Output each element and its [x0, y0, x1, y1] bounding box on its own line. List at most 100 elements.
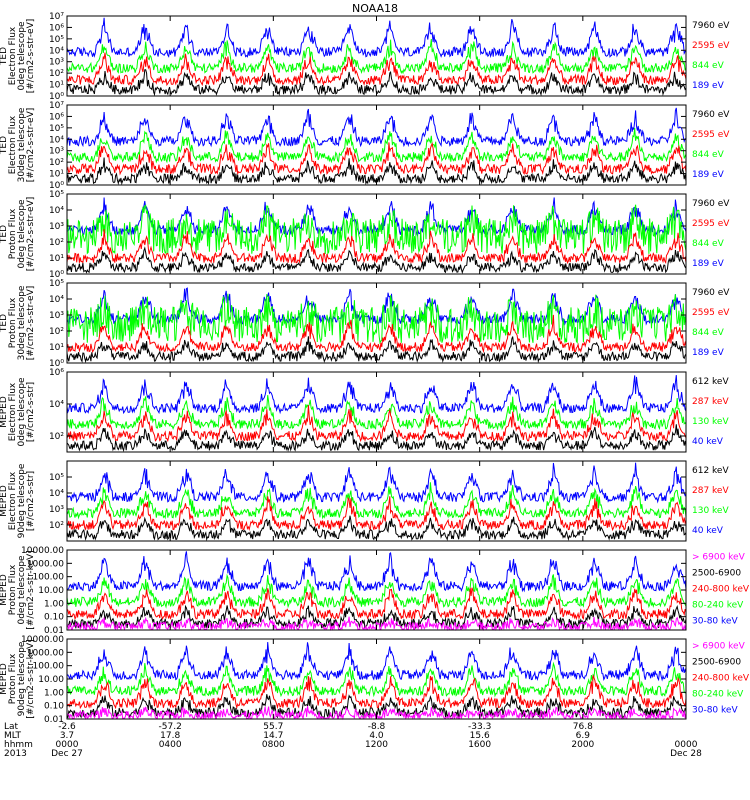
legend-entry: 30-80 keV	[692, 617, 738, 627]
y-tick-label: 10⁵	[49, 279, 64, 289]
x-tick-date: Dec 28	[670, 749, 702, 759]
y-tick-label: 10⁷	[49, 101, 64, 111]
panel-5-series-line	[66, 375, 687, 415]
panel-2-series-line	[66, 107, 687, 148]
y-tick-label: 10⁴	[49, 135, 64, 145]
x-tick-lat: -57.2	[159, 722, 182, 732]
y-tick-label: 0.01	[44, 626, 64, 636]
x-axis-row-label: hhmm	[4, 740, 33, 750]
legend-entry: 2500-6900	[692, 658, 741, 668]
x-tick-hhmm: 0800	[262, 740, 285, 750]
y-axis-label: MEPEDElectron Flux90deg telescope[#/cm2-…	[0, 463, 36, 538]
legend-entry: 40 keV	[692, 526, 724, 536]
y-tick-label: 10.00	[38, 586, 64, 596]
y-tick-label: 1.00	[44, 599, 64, 609]
legend-entry: 7960 eV	[692, 21, 730, 31]
y-axis-label: MEPEDElectron Flux0deg telescope[#/cm2-s…	[0, 377, 36, 447]
legend-entry: > 6900 keV	[692, 553, 746, 563]
panel-2-series-line	[66, 142, 687, 176]
legend-entry: 844 eV	[692, 239, 725, 249]
y-tick-label: 10²	[49, 521, 64, 531]
panel-8: 0.01 0.10 1.00 10.00 100.00 1000.00 10000.00ME…	[0, 635, 750, 725]
panel-7-series-line	[66, 587, 687, 621]
y-tick-label: 10¹	[49, 81, 64, 91]
panel-3-series-line	[66, 229, 687, 265]
legend-entry: 287 keV	[692, 397, 729, 407]
y-tick-label: 10.00	[38, 675, 64, 685]
y-axis-label: TEDElectron Flux30deg telescope[#/cm2-s-…	[0, 107, 36, 182]
panel-1-series-line	[66, 38, 687, 75]
y-tick-label: 10⁶	[49, 23, 64, 33]
x-tick-mlt: 14.7	[263, 731, 283, 741]
legend-entry: 7960 eV	[692, 110, 730, 120]
y-axis-label: MEPEDProton Flux0deg telescope[#/cm2-s-s…	[0, 550, 36, 629]
x-tick-hhmm: 1600	[468, 740, 491, 750]
panel-6: 10² 10³ 10⁴ 10⁵ MEPEDElectron Flux90deg tele…	[0, 460, 729, 542]
legend-entry: 2595 eV	[692, 41, 730, 51]
legend-entry: 7960 eV	[692, 288, 730, 298]
y-axis-label: TEDProton Flux30deg telescope[#/cm2-s-st…	[0, 285, 36, 360]
legend-entry: 240-800 keV	[692, 674, 750, 684]
y-tick-label: 10⁶	[49, 112, 64, 122]
legend-entry: > 6900 keV	[692, 642, 746, 652]
legend-entry: 130 keV	[692, 506, 729, 516]
y-tick-label: 10⁶	[49, 368, 64, 378]
panel-5-series-line	[66, 424, 687, 452]
x-tick-lat: 55.7	[263, 722, 283, 732]
panel-3-series-line	[66, 246, 687, 275]
y-tick-label: 10²	[49, 69, 64, 79]
x-tick-hhmm: 1200	[365, 740, 388, 750]
y-tick-label: 0.01	[44, 715, 64, 725]
panel-3: 10⁰ 10¹ 10² 10³ 10⁴ 10⁵ TEDProton Flux0deg tel…	[0, 190, 730, 280]
panel-7: 0.01 0.10 1.00 10.00 100.00 1000.00 10000.00ME…	[0, 546, 750, 636]
panel-2-series-line	[66, 127, 687, 164]
y-tick-label: 10⁰	[49, 181, 64, 191]
x-tick-hhmm: 0000	[56, 740, 79, 750]
y-tick-label: 1000.00	[27, 559, 64, 569]
panel-7-series-line	[66, 551, 687, 593]
panel-8-series-line	[66, 675, 687, 710]
panel-1-series-line	[66, 17, 687, 59]
legend-entry: 130 keV	[692, 417, 729, 427]
legend-entry: 612 keV	[692, 377, 729, 387]
x-tick-hhmm: 0400	[159, 740, 182, 750]
panel-5: 10² 10⁴ 10⁶ MEPEDElectron Flux0deg telescop…	[0, 368, 729, 453]
y-axis-label: TEDElectron Flux0deg telescope[#/cm2-s-s…	[0, 19, 36, 94]
legend-entry: 189 eV	[692, 170, 725, 180]
y-tick-label: 10²	[49, 327, 64, 337]
y-tick-label: 10¹	[49, 170, 64, 180]
x-tick-mlt: 15.6	[470, 731, 490, 741]
y-tick-label: 10³	[49, 147, 64, 157]
x-tick-lat: -2.6	[58, 722, 76, 732]
legend-entry: 7960 eV	[692, 199, 730, 209]
y-tick-label: 10⁷	[49, 12, 64, 22]
y-tick-label: 10⁵	[49, 190, 64, 200]
panel-4: 10⁰ 10¹ 10² 10³ 10⁴ 10⁵ TEDProton Flux30deg te…	[0, 279, 730, 369]
legend-entry: 612 keV	[692, 466, 729, 476]
y-tick-label: 10⁰	[49, 92, 64, 102]
y-tick-label: 10²	[49, 432, 64, 442]
y-tick-label: 10⁰	[49, 359, 64, 369]
y-tick-label: 100.00	[33, 662, 65, 672]
y-tick-label: 10¹	[49, 343, 64, 353]
legend-entry: 844 eV	[692, 61, 725, 71]
panel-4-series-line	[66, 293, 687, 345]
legend-entry: 30-80 keV	[692, 706, 738, 716]
y-tick-label: 10000.00	[21, 635, 64, 645]
panel-2-series-line	[66, 157, 687, 186]
y-tick-label: 1000.00	[27, 648, 64, 658]
x-tick-hhmm: 2000	[571, 740, 594, 750]
panel-3-series-line	[66, 204, 687, 255]
y-axis-label: MEPEDProton Flux90deg telescope[#/cm2-s-…	[0, 639, 36, 718]
legend-entry: 240-800 keV	[692, 585, 750, 595]
y-tick-label: 10⁴	[49, 46, 64, 56]
y-tick-label: 10²	[49, 238, 64, 248]
y-axis-label: TEDProton Flux0deg telescope[#/cm2-s-str…	[0, 197, 36, 272]
panel-7-series-line	[66, 573, 687, 609]
y-tick-label: 10¹	[49, 254, 64, 264]
legend-entry: 189 eV	[692, 81, 725, 91]
y-tick-label: 10³	[49, 505, 64, 515]
